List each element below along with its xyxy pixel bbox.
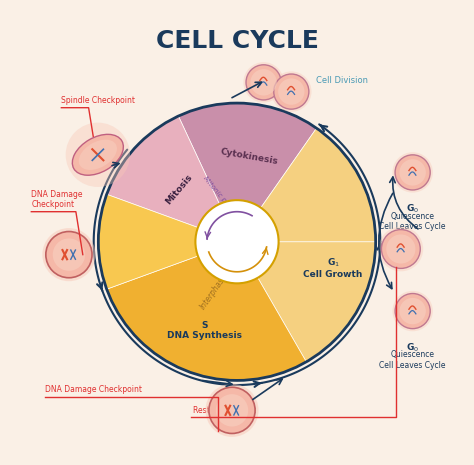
Text: CELL CYCLE: CELL CYCLE [155,29,319,53]
Circle shape [66,123,130,187]
Wedge shape [107,116,219,227]
Text: Quiescence
Cell Leaves Cycle: Quiescence Cell Leaves Cycle [379,350,446,370]
Wedge shape [98,103,376,380]
Wedge shape [258,242,376,362]
Circle shape [400,159,426,186]
Text: Cell Division: Cell Division [316,76,367,85]
Ellipse shape [79,140,117,170]
Circle shape [400,298,426,324]
Ellipse shape [73,134,123,175]
Wedge shape [98,194,198,289]
Text: S
DNA Synthesis: S DNA Synthesis [167,321,242,340]
Circle shape [246,65,281,100]
Circle shape [271,72,311,112]
Text: DNA Damage Checkpoint: DNA Damage Checkpoint [45,385,142,394]
Text: G$_0$: G$_0$ [406,202,419,215]
Wedge shape [107,256,306,380]
Circle shape [274,74,309,109]
Text: DNA Damage
Checkpoint: DNA Damage Checkpoint [31,190,83,209]
Circle shape [278,79,304,105]
Circle shape [379,226,423,271]
Wedge shape [261,128,376,242]
Circle shape [395,293,430,329]
Circle shape [392,152,433,193]
Text: Mitosis: Mitosis [164,173,194,206]
Text: G$_0$: G$_0$ [406,341,419,353]
Circle shape [195,200,279,283]
Text: G$_1$
Cell Growth: G$_1$ Cell Growth [303,256,363,279]
Circle shape [216,394,248,426]
Circle shape [209,387,255,433]
Circle shape [392,291,433,331]
Circle shape [53,239,85,271]
Text: Quiescence
Cell Leaves Cycle: Quiescence Cell Leaves Cycle [379,212,446,231]
Text: Interphase: Interphase [198,272,229,312]
Circle shape [395,155,430,190]
Text: Mitonic phase: Mitonic phase [202,175,238,217]
Text: Restriction Point: Restriction Point [193,406,256,415]
Circle shape [382,230,420,268]
Wedge shape [178,103,317,208]
Circle shape [386,234,415,264]
Circle shape [46,232,92,278]
Text: Spindle Checkpoint: Spindle Checkpoint [61,96,136,106]
Circle shape [243,62,284,103]
Circle shape [42,228,95,281]
Circle shape [250,69,277,95]
Circle shape [205,384,259,437]
Text: Cytokinesis: Cytokinesis [219,147,279,166]
